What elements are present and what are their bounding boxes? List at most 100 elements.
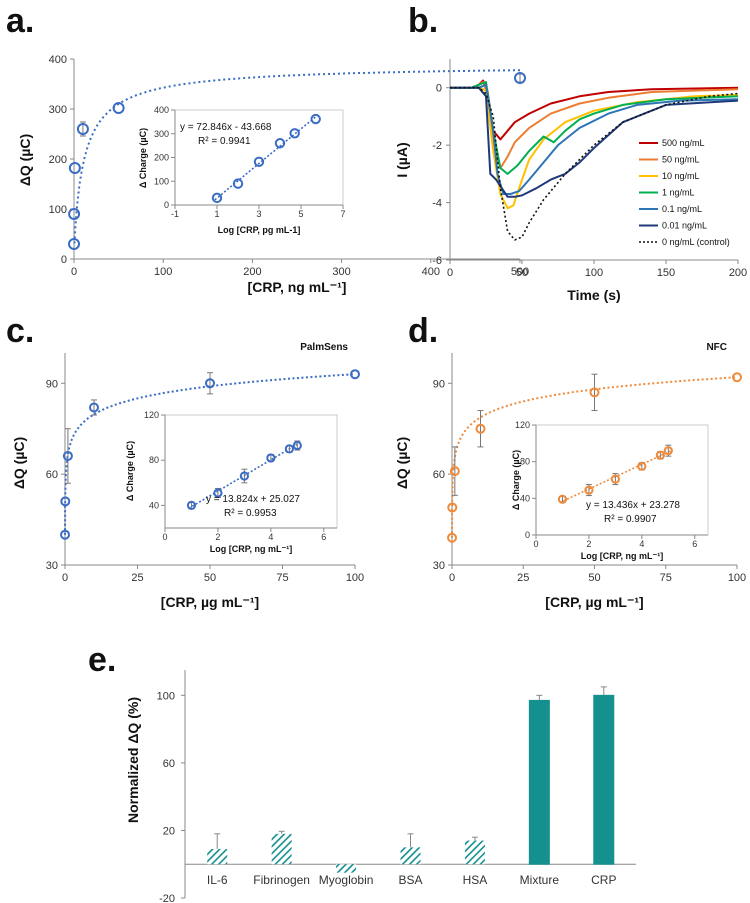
bar bbox=[528, 699, 550, 865]
data-point bbox=[239, 471, 249, 481]
data-point bbox=[62, 450, 73, 461]
data-point bbox=[557, 494, 568, 504]
y-tick-label: 90 bbox=[433, 378, 445, 390]
y-tick-label: 60 bbox=[46, 469, 58, 481]
y-tick-label: 40 bbox=[520, 493, 530, 503]
panel-d-inset: 0 2 4 6 0 40 80 120 Log [CRP, ng mL⁻¹] Δ Charge (… bbox=[511, 420, 709, 561]
x-tick-label: 100 bbox=[728, 572, 746, 584]
inset-y-title: Δ Charge (µC) bbox=[125, 441, 135, 501]
x-tick-label: 100 bbox=[346, 572, 364, 584]
inset-y-title: Δ Charge (µC) bbox=[138, 128, 148, 188]
x-tick-label: 2 bbox=[586, 539, 591, 549]
legend-label: 0 ng/mL (control) bbox=[662, 237, 730, 247]
bar bbox=[400, 847, 421, 865]
data-point bbox=[205, 378, 215, 389]
y-tick-label: 300 bbox=[154, 129, 169, 139]
x-axis-title: [CRP, µg mL⁻¹] bbox=[161, 594, 259, 610]
legend-label: 10 ng/mL bbox=[662, 171, 700, 181]
bar bbox=[464, 840, 485, 865]
legend-label: 0.1 ng/mL bbox=[662, 204, 702, 214]
bar bbox=[207, 849, 228, 865]
y-tick-label: -20 bbox=[159, 893, 175, 903]
category-label: Fibrinogen bbox=[253, 873, 310, 887]
fit-curve bbox=[73, 69, 521, 244]
x-tick-label: 6 bbox=[321, 532, 326, 542]
y-tick-label: 30 bbox=[433, 560, 445, 572]
panel-c-inset: 0 2 4 6 40 80 120 Log [CRP, ng mL⁻¹] Δ Charge (µ… bbox=[125, 410, 338, 554]
y-axis-title: Normalized ΔQ (%) bbox=[125, 697, 141, 823]
series-line bbox=[450, 86, 739, 241]
category-label: CRP bbox=[591, 873, 616, 887]
device-tag: NFC bbox=[706, 342, 727, 353]
series-line bbox=[450, 86, 739, 198]
x-tick-label: 6 bbox=[692, 539, 697, 549]
data-point bbox=[655, 450, 665, 460]
panel-label-a: a. bbox=[6, 2, 34, 40]
inset-a: -1 1 3 5 7 0 100 200 300 400 Log [CRP, pg mL-1] Δ C… bbox=[138, 105, 346, 235]
inset-x-title: Log [CRP, ng mL⁻¹] bbox=[210, 544, 293, 554]
x-tick-label: 50 bbox=[588, 572, 600, 584]
data-point bbox=[266, 453, 276, 463]
panel-label: d. bbox=[408, 312, 438, 350]
data-point bbox=[89, 402, 99, 413]
data-point bbox=[449, 466, 460, 477]
y-tick-label: 60 bbox=[163, 758, 175, 770]
x-tick-label: 2 bbox=[215, 532, 220, 542]
inset-y-title: Δ Charge (µC) bbox=[511, 450, 521, 510]
y-tick-label: 60 bbox=[433, 469, 445, 481]
data-point bbox=[211, 192, 223, 204]
panel-label-e: e. bbox=[88, 641, 116, 679]
inset-r2: R² = 0.9941 bbox=[198, 136, 251, 147]
data-point bbox=[732, 372, 742, 383]
legend-label: 0.01 ng/mL bbox=[662, 221, 707, 231]
y-axis-title: I (µA) bbox=[394, 142, 410, 177]
x-tick-label: -1 bbox=[171, 209, 179, 219]
x-tick-label: 4 bbox=[639, 539, 644, 549]
data-point bbox=[610, 474, 620, 484]
x-tick-label: 0 bbox=[447, 267, 453, 279]
x-tick-label: 7 bbox=[340, 209, 345, 219]
x-tick-label: 50 bbox=[516, 267, 528, 279]
category-label: Mixture bbox=[520, 873, 560, 887]
y-tick-label: 300 bbox=[49, 104, 67, 116]
y-tick-label: 100 bbox=[154, 176, 169, 186]
data-point bbox=[289, 128, 300, 139]
category-label: Myoglobin bbox=[319, 873, 374, 887]
x-tick-label: 5 bbox=[298, 209, 303, 219]
data-point bbox=[186, 500, 197, 510]
y-tick-label: 20 bbox=[163, 825, 175, 837]
data-point bbox=[68, 238, 81, 250]
x-tick-label: 100 bbox=[154, 266, 172, 278]
x-tick-label: 0 bbox=[449, 572, 455, 584]
x-tick-label: 200 bbox=[243, 266, 261, 278]
y-tick-label: 0 bbox=[164, 200, 169, 210]
inset-equation: y = 72.846x - 43.668 bbox=[180, 122, 272, 133]
x-tick-label: 4 bbox=[268, 532, 273, 542]
legend-label: 500 ng/mL bbox=[662, 138, 705, 148]
category-label: BSA bbox=[398, 873, 422, 887]
y-tick-label: 200 bbox=[49, 154, 67, 166]
x-axis-title: Time (s) bbox=[567, 287, 620, 303]
data-point bbox=[68, 208, 81, 220]
data-point bbox=[76, 123, 89, 135]
x-tick-label: 3 bbox=[256, 209, 261, 219]
inset-equation: y = 13.436x + 23.278 bbox=[586, 500, 680, 511]
y-tick-label: -4 bbox=[432, 198, 442, 210]
x-axis-title: [CRP, µg mL⁻¹] bbox=[545, 594, 643, 610]
bar bbox=[271, 833, 292, 865]
data-point bbox=[584, 485, 594, 495]
y-tick-label: 0 bbox=[525, 530, 530, 540]
x-tick-label: 100 bbox=[585, 267, 603, 279]
inset-r2: R² = 0.9953 bbox=[224, 508, 277, 519]
series-line bbox=[450, 81, 739, 175]
y-tick-label: 90 bbox=[46, 378, 58, 390]
inset-x-title: Log [CRP, pg mL-1] bbox=[218, 225, 301, 235]
x-tick-label: 0 bbox=[162, 532, 167, 542]
data-point bbox=[589, 387, 600, 398]
x-axis-title: [CRP, ng mL⁻¹] bbox=[248, 279, 347, 295]
y-tick-label: 120 bbox=[144, 410, 159, 420]
y-tick-label: -2 bbox=[432, 140, 442, 152]
